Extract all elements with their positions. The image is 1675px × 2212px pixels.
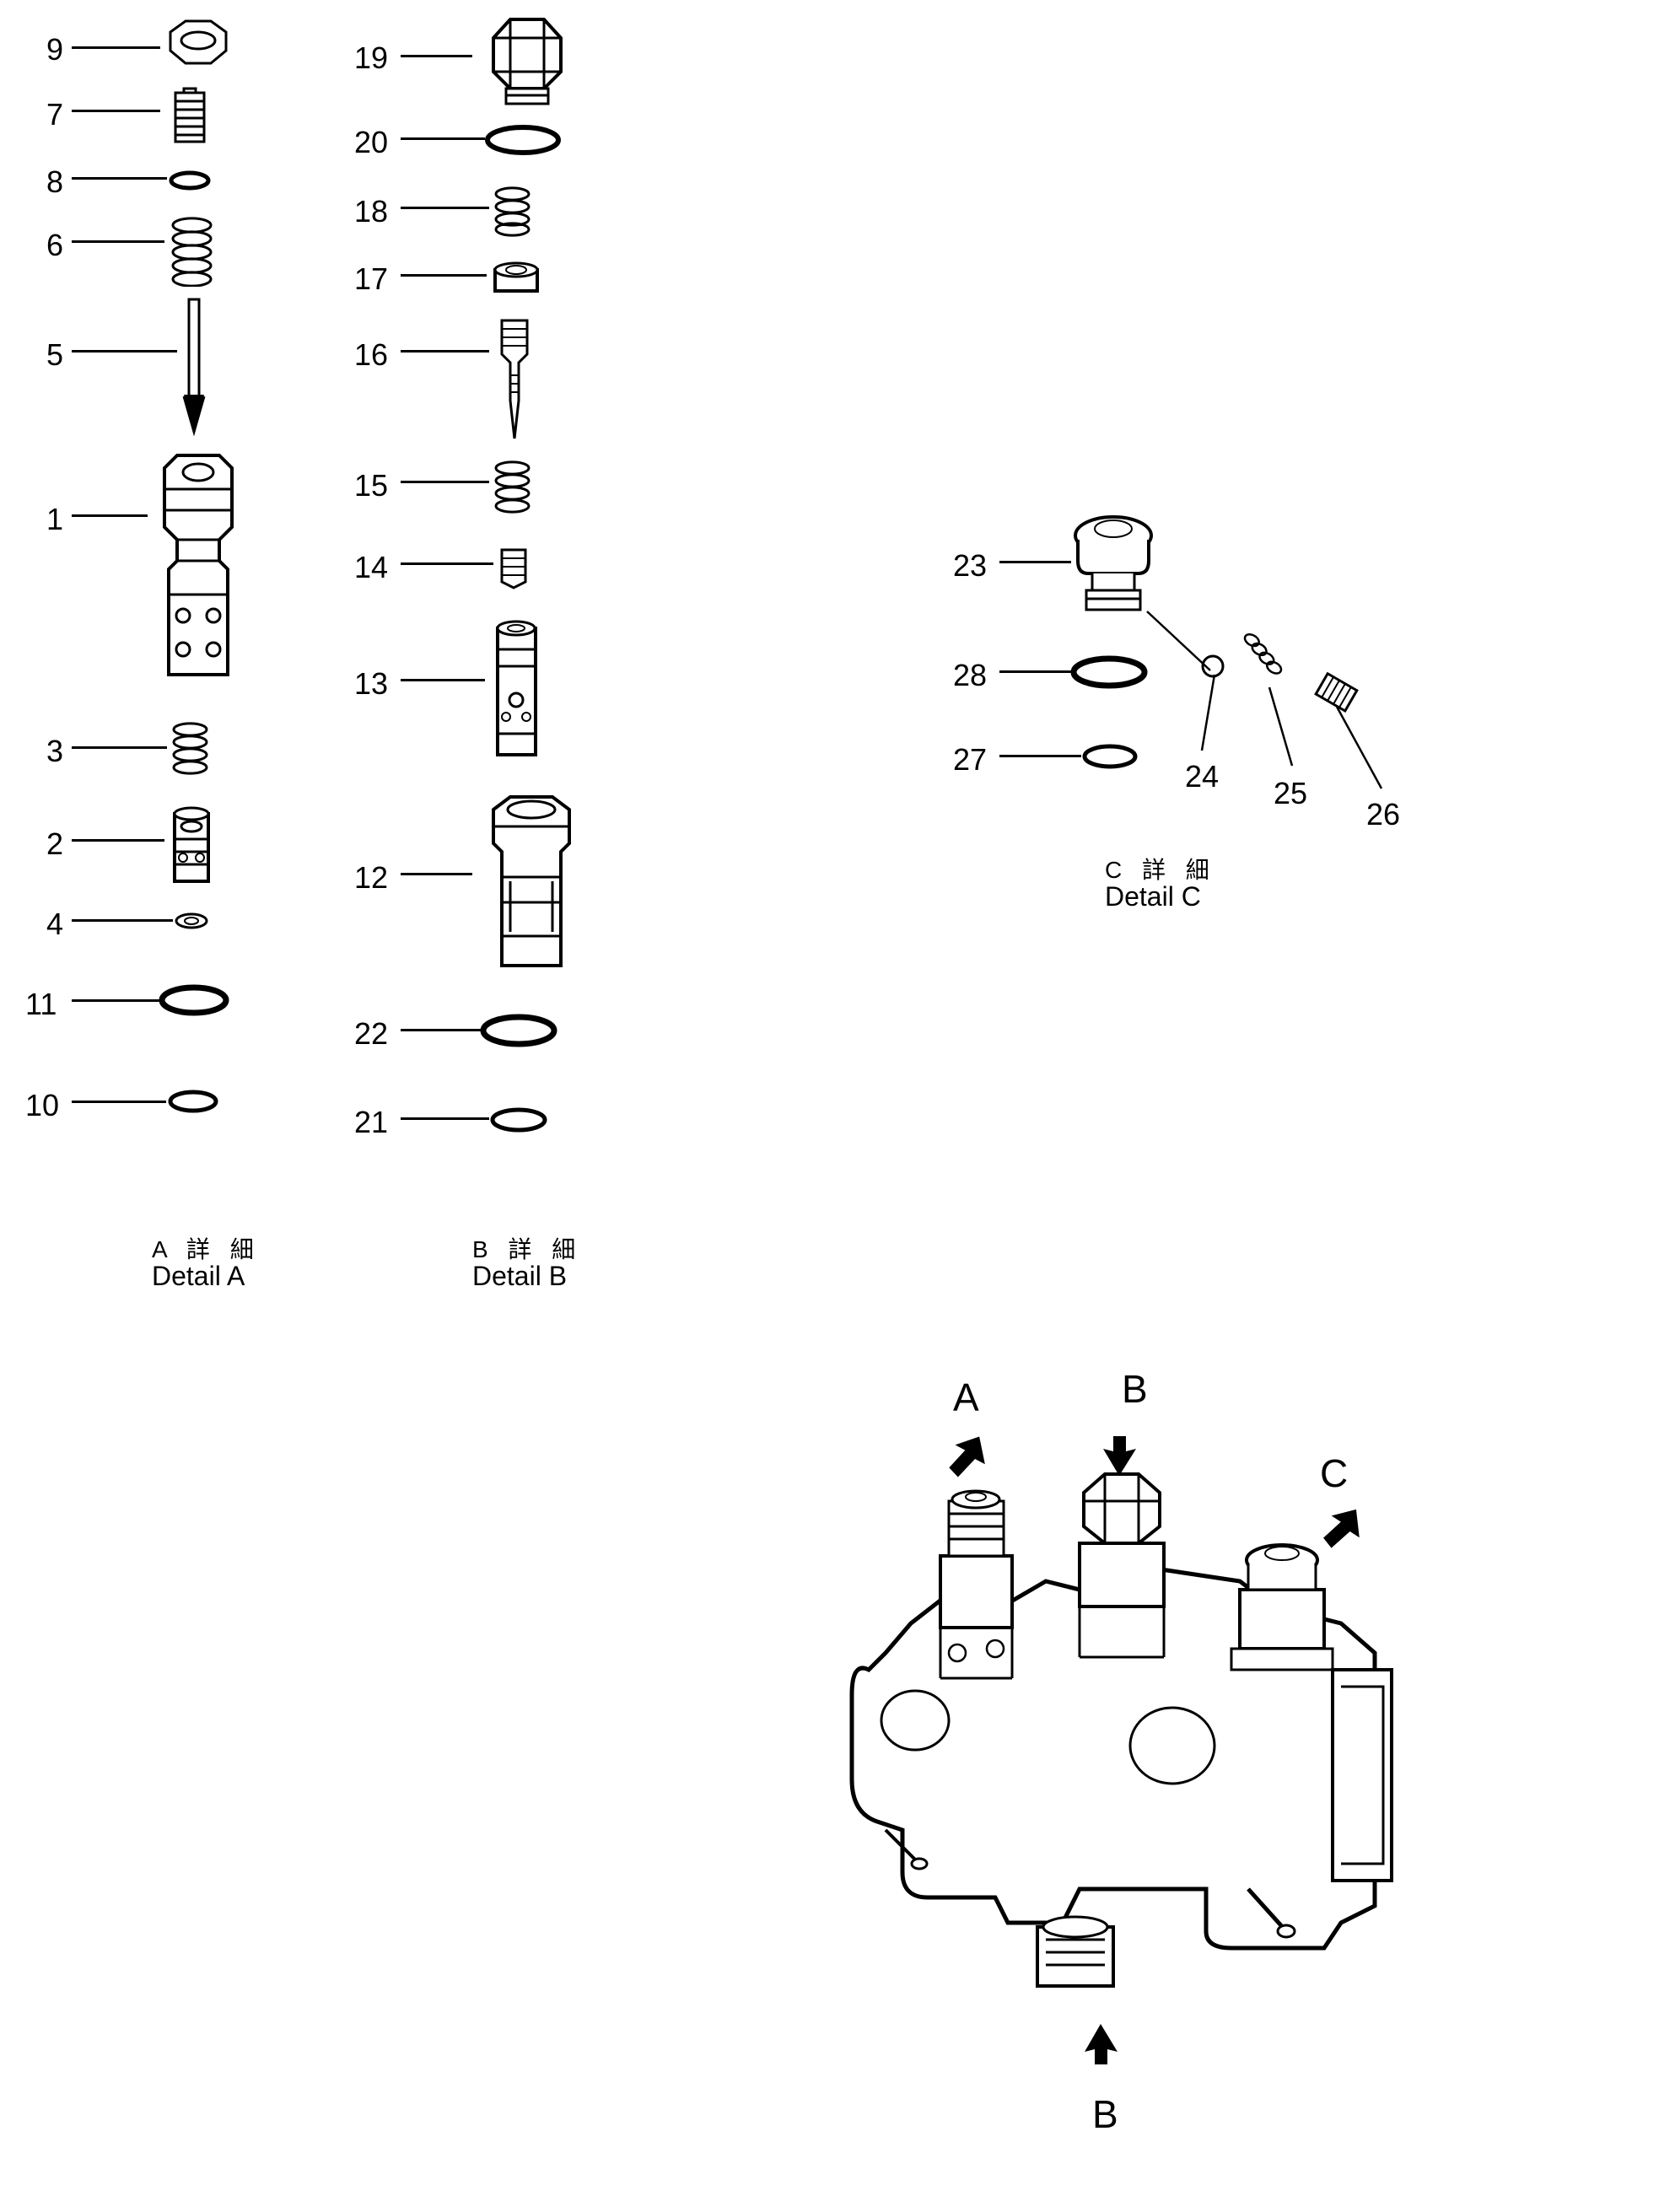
part-oring-22 bbox=[477, 1012, 561, 1049]
leader-line bbox=[401, 55, 472, 57]
part-washer-4 bbox=[173, 911, 211, 931]
callout-label: B bbox=[1092, 2091, 1118, 2137]
part-oring-8 bbox=[167, 169, 213, 192]
part-pin-5 bbox=[177, 295, 211, 439]
part-valve-body-a-1 bbox=[148, 447, 249, 692]
leader-line bbox=[72, 1101, 166, 1103]
callout-label: 26 bbox=[1366, 797, 1400, 832]
callout-label: Detail A bbox=[152, 1261, 245, 1292]
callout-label: 9 bbox=[46, 32, 63, 67]
callout-label: 25 bbox=[1274, 776, 1307, 811]
callout-label: 13 bbox=[354, 666, 388, 702]
leader-line bbox=[401, 1117, 489, 1120]
arrow-b-top bbox=[1096, 1432, 1143, 1481]
callout-label: 18 bbox=[354, 194, 388, 229]
callout-label: 14 bbox=[354, 550, 388, 585]
callout-label: 10 bbox=[25, 1088, 59, 1123]
part-sleeve-13 bbox=[485, 616, 548, 772]
callout-label: 2 bbox=[46, 826, 63, 862]
callout-label: 1 bbox=[46, 502, 63, 537]
callout-label: 11 bbox=[25, 987, 57, 1022]
callout-label: 8 bbox=[46, 164, 63, 200]
part-spring-18 bbox=[489, 186, 536, 238]
callout-label: 4 bbox=[46, 907, 63, 942]
leader-line bbox=[72, 177, 167, 180]
callout-label: 24 bbox=[1185, 759, 1219, 794]
leader-line bbox=[72, 110, 160, 112]
callout-label: 19 bbox=[354, 40, 388, 76]
part-oring-21 bbox=[487, 1105, 551, 1135]
leader-line bbox=[72, 514, 148, 517]
callout-label: 28 bbox=[953, 658, 987, 693]
part-nut-hex-9 bbox=[160, 17, 236, 72]
callout-label: C 詳 細 bbox=[1105, 852, 1216, 885]
callout-label: B 詳 細 bbox=[472, 1231, 582, 1265]
leader-line bbox=[72, 999, 160, 1002]
diag-leader-c bbox=[1130, 599, 1383, 810]
callout-label: 20 bbox=[354, 125, 388, 160]
callout-label: 7 bbox=[46, 97, 63, 132]
callout-label: B bbox=[1122, 1366, 1148, 1412]
callout-label: C bbox=[1320, 1450, 1348, 1496]
arrow-b-bottom bbox=[1078, 2020, 1124, 2069]
leader-line bbox=[72, 919, 173, 922]
callout-label: Detail B bbox=[472, 1261, 567, 1292]
part-valve-body-b-12 bbox=[472, 793, 590, 987]
leader-line bbox=[401, 873, 472, 875]
leader-line bbox=[999, 670, 1071, 673]
callout-label: 23 bbox=[953, 548, 987, 584]
callout-label: 16 bbox=[354, 337, 388, 373]
part-spring-15 bbox=[489, 460, 536, 519]
leader-line bbox=[401, 1029, 481, 1031]
leader-line bbox=[401, 562, 493, 565]
leader-line bbox=[72, 746, 167, 749]
callout-label: 3 bbox=[46, 734, 63, 769]
leader-line bbox=[401, 137, 485, 140]
part-spool-2 bbox=[164, 805, 219, 894]
callout-label: 6 bbox=[46, 228, 63, 263]
leader-line bbox=[401, 274, 487, 277]
callout-label: 21 bbox=[354, 1105, 388, 1140]
part-spring-6 bbox=[164, 215, 219, 287]
callout-label: 22 bbox=[354, 1016, 388, 1052]
callout-label: A 詳 細 bbox=[152, 1231, 261, 1265]
callout-label: 5 bbox=[46, 337, 63, 373]
callout-label: 15 bbox=[354, 468, 388, 503]
leader-line bbox=[72, 839, 164, 842]
arrow-a bbox=[940, 1429, 991, 1484]
part-oring-20 bbox=[481, 122, 565, 158]
part-needle-16 bbox=[489, 312, 540, 447]
callout-label: 17 bbox=[354, 261, 388, 297]
callout-label: A bbox=[953, 1375, 979, 1420]
part-spring-small-3 bbox=[167, 721, 213, 780]
leader-line bbox=[999, 561, 1071, 563]
leader-line bbox=[999, 755, 1081, 757]
part-plug-screw-7 bbox=[160, 84, 219, 150]
leader-line bbox=[401, 350, 489, 353]
leader-line bbox=[72, 240, 164, 243]
part-oring-11 bbox=[156, 982, 232, 1018]
part-collar-17 bbox=[487, 257, 546, 298]
callout-label: Detail C bbox=[1105, 881, 1201, 912]
callout-label: 12 bbox=[354, 860, 388, 896]
part-seat-14 bbox=[493, 541, 534, 592]
callout-label: 27 bbox=[953, 742, 987, 778]
leader-line bbox=[72, 46, 160, 49]
leader-line bbox=[401, 679, 485, 681]
part-hex-cap-19 bbox=[472, 13, 582, 110]
part-oring-10 bbox=[166, 1088, 221, 1115]
leader-line bbox=[401, 481, 489, 483]
leader-line bbox=[72, 350, 177, 353]
arrow-c bbox=[1316, 1501, 1366, 1552]
leader-line bbox=[401, 207, 489, 209]
